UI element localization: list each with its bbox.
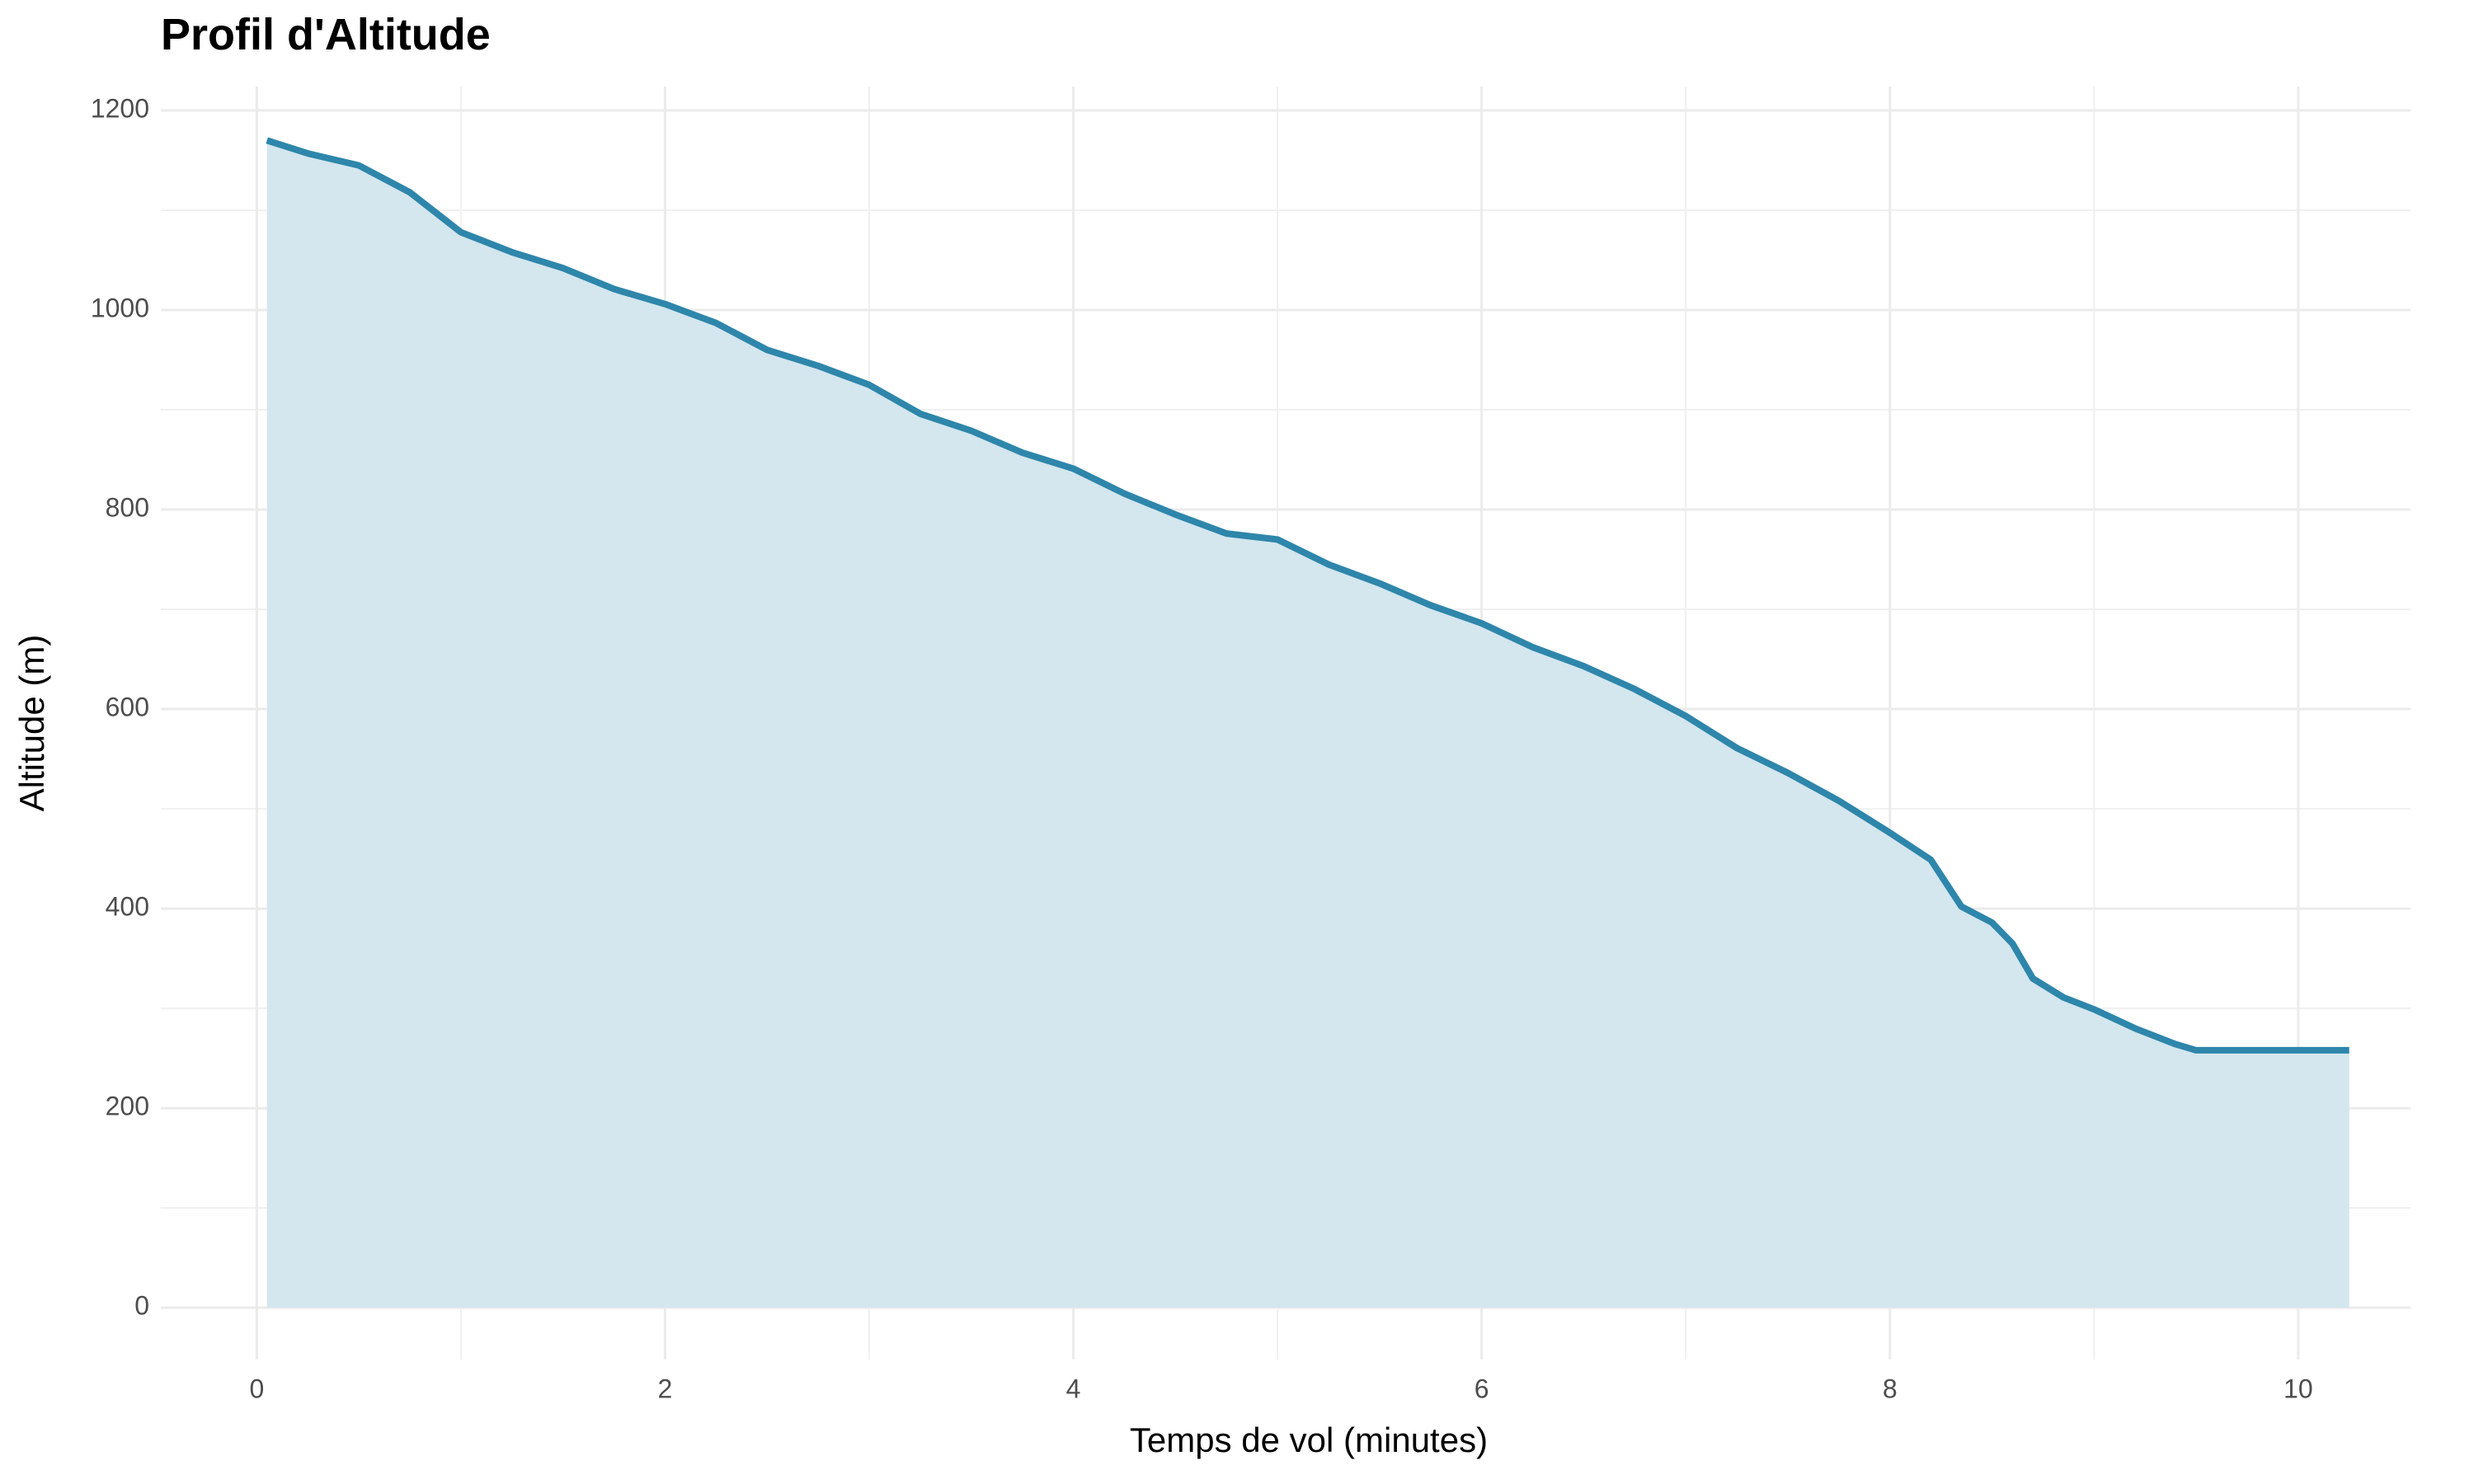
x-tick-label: 10 bbox=[2284, 1374, 2313, 1403]
x-axis-title: Temps de vol (minutes) bbox=[1130, 1421, 1488, 1459]
y-axis-title: Altitude (m) bbox=[12, 635, 51, 812]
chart-title: Profil d'Altitude bbox=[161, 10, 491, 59]
y-tick-label: 800 bbox=[106, 493, 149, 523]
area bbox=[266, 140, 2349, 1308]
x-tick-label: 2 bbox=[658, 1374, 673, 1403]
y-tick-label: 600 bbox=[106, 693, 149, 722]
y-tick-label: 1000 bbox=[91, 294, 149, 323]
x-tick-label: 6 bbox=[1475, 1374, 1489, 1403]
y-tick-label: 400 bbox=[106, 892, 149, 922]
y-tick-label: 200 bbox=[106, 1092, 149, 1121]
y-tick-label: 1200 bbox=[91, 93, 149, 123]
x-tick-label: 0 bbox=[249, 1374, 264, 1403]
y-tick-label: 0 bbox=[134, 1291, 149, 1321]
x-tick-label: 4 bbox=[1066, 1374, 1081, 1403]
line bbox=[266, 137, 2349, 1054]
x-tick-label: 8 bbox=[1883, 1374, 1898, 1403]
